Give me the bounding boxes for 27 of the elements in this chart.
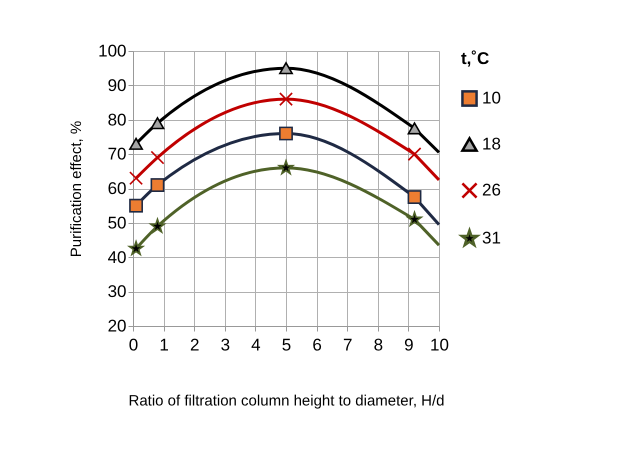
x-tick-label: 6 [312, 336, 322, 354]
y-tick-label: 100 [98, 42, 126, 60]
x-tick-label: 4 [251, 336, 261, 354]
y-tick-label: 40 [108, 248, 126, 267]
x-tick-label: 10 [430, 336, 449, 354]
legend-label: 31 [482, 228, 501, 248]
y-tick-label: 80 [108, 110, 126, 130]
y-tick-label: 20 [108, 316, 126, 336]
legend-label: 26 [482, 180, 501, 200]
x-tick-label: 3 [220, 336, 230, 354]
y-tick-label: 30 [108, 282, 126, 302]
x-tick-label: 9 [404, 336, 414, 354]
x-tick-label: 8 [374, 336, 384, 354]
x-tick-label: 1 [159, 336, 169, 354]
x-tick-label: 5 [282, 336, 292, 354]
legend-title: t,˚C [461, 49, 490, 68]
y-tick-label: 90 [108, 76, 126, 95]
y-tick-label: 70 [108, 144, 126, 164]
y-tick-label: 60 [108, 179, 126, 198]
x-tick-label: 2 [190, 336, 200, 354]
x-tick-label: 7 [342, 336, 352, 354]
y-axis-title: Purification effect, % [68, 120, 86, 258]
x-tick-label: 0 [128, 336, 138, 354]
x-axis-title: Ratio of filtration column height to diameter, H/d [128, 392, 444, 410]
legend-label: 18 [482, 134, 501, 154]
legend-label: 10 [482, 88, 501, 108]
y-tick-label: 50 [108, 213, 126, 232]
